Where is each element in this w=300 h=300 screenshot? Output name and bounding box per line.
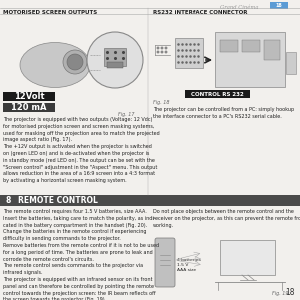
Text: The projector is equipped with two outputs (Voltage: 12 Vdc)
for motorised proje: The projector is equipped with two outpu…: [3, 117, 160, 183]
Bar: [175, 38, 203, 68]
Text: MOTORISED SCREEN OUTPUTS: MOTORISED SCREEN OUTPUTS: [3, 10, 97, 15]
Bar: [215, 32, 285, 87]
Text: CONTROL RS 232: CONTROL RS 232: [190, 92, 243, 97]
Text: The projector can be controlled from a PC: simply hookup
the interface connector: The projector can be controlled from a P…: [153, 107, 294, 119]
Ellipse shape: [20, 43, 90, 88]
Bar: [264, 40, 280, 60]
Text: REMOTE CONTROL: REMOTE CONTROL: [18, 196, 98, 205]
Bar: [107, 62, 123, 68]
Text: Grand Cinéma: Grand Cinéma: [220, 5, 259, 10]
Circle shape: [157, 51, 159, 53]
Text: The remote control requires four 1.5 V batteries, size AAA.
Insert the batteries: The remote control requires four 1.5 V b…: [3, 209, 159, 300]
Circle shape: [87, 32, 143, 88]
Text: 18: 18: [286, 288, 295, 297]
Text: 12Volt: 12Volt: [14, 92, 44, 101]
Bar: [0, 195, 300, 206]
Text: Do not place objects between the remote control and the
receiver on the projecto: Do not place objects between the remote …: [153, 209, 300, 228]
Bar: [286, 52, 296, 74]
Circle shape: [161, 51, 163, 53]
Text: RS232 iNTERfACE CONNECTOR: RS232 iNTERfACE CONNECTOR: [153, 10, 248, 15]
Text: 18: 18: [276, 3, 282, 8]
Text: Fig. 17: Fig. 17: [118, 112, 135, 117]
Bar: [270, 2, 288, 9]
Circle shape: [161, 47, 163, 49]
Circle shape: [63, 50, 87, 74]
Bar: [185, 90, 250, 98]
Circle shape: [67, 54, 83, 70]
Bar: [3, 92, 55, 101]
Bar: [104, 48, 126, 66]
Circle shape: [157, 47, 159, 49]
Text: 4 batteries
1.5 V
AAA size: 4 batteries 1.5 V AAA size: [177, 258, 201, 272]
Text: Fig. 18: Fig. 18: [153, 100, 169, 105]
Bar: [3, 103, 55, 112]
Bar: [220, 40, 238, 52]
Text: 8: 8: [5, 196, 10, 205]
Text: Fig. 19: Fig. 19: [272, 291, 288, 296]
Circle shape: [165, 47, 167, 49]
Bar: [242, 40, 260, 52]
Text: 120 mA: 120 mA: [11, 103, 47, 112]
Circle shape: [165, 51, 167, 53]
FancyBboxPatch shape: [155, 238, 175, 287]
Bar: [220, 240, 275, 275]
